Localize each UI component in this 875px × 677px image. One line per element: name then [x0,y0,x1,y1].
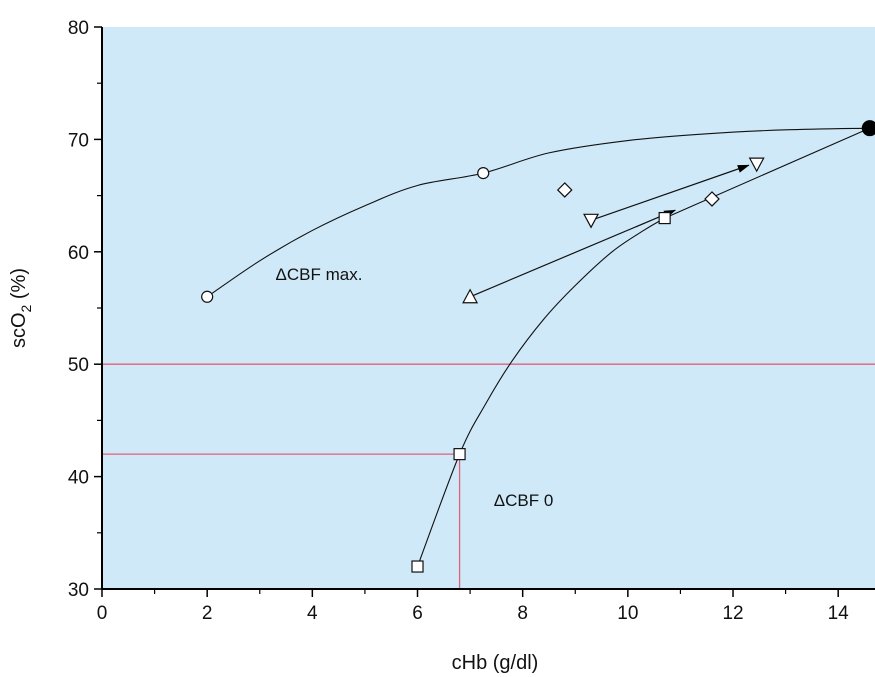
y-axis-title-unit: (%) [8,268,30,305]
triangle-down-point-1 [583,213,600,229]
y-tick-label: 30 [68,580,89,601]
y-tick-label: 80 [68,18,89,39]
x-axis-title: cHb (g/dl) [452,652,539,674]
y-tick-label: 60 [68,243,89,264]
x-tick-label: 2 [202,603,213,624]
x-tick-label: 0 [97,603,108,624]
arrow-triangle-down [590,164,750,221]
y-tick-label: 70 [68,130,89,151]
y-axis-title-subscript: 2 [18,304,34,312]
x-tick-label: 14 [828,603,850,624]
circle-point-1 [201,290,214,303]
y-tick-label: 50 [68,355,89,376]
square-point-1 [411,560,424,573]
annotation-cbf-max: ΔCBF max. [276,265,363,284]
square-point-2 [453,448,466,461]
x-tick-label: 6 [412,603,423,624]
x-tick-label: 4 [307,603,318,624]
filled-circle-point-1 [861,120,875,137]
diamond-point-1 [556,182,573,198]
square-point-3 [658,211,671,225]
annotation-cbf-0: ΔCBF 0 [494,491,554,510]
y-tick-label: 40 [68,468,89,489]
circle-point-2 [477,167,490,180]
y-axis-title: scO2 (%) [8,268,34,348]
diamond-point-2 [704,191,720,207]
triangle-down-point-2 [748,157,765,173]
x-tick-label: 8 [517,603,528,624]
y-axis-title-main: scO [8,312,30,348]
x-tick-label: 10 [617,603,638,624]
x-tick-label: 12 [722,603,743,624]
triangle-up-point-1 [462,288,479,304]
square-to-filled-line [664,127,870,219]
plot-area [102,27,875,589]
delta-cbf-max-curve [206,127,870,298]
arrow-triangle-up [469,209,677,298]
